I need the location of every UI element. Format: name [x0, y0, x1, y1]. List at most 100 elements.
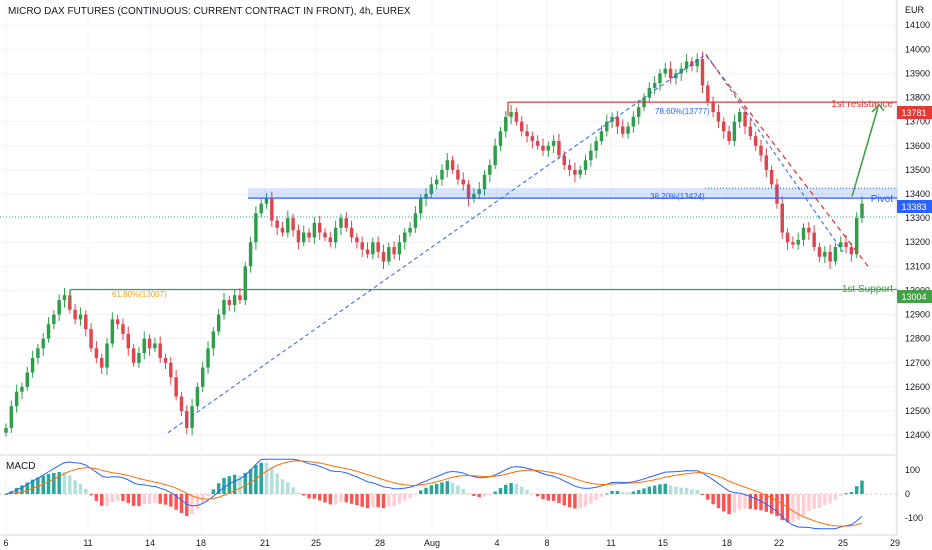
candle-body — [775, 184, 779, 204]
macd-histogram-bar — [392, 494, 396, 506]
candle-body — [748, 126, 753, 137]
price-axis[interactable]: 1240012500126001270012800129001300013100… — [905, 20, 930, 440]
candle-body — [551, 140, 556, 146]
candle-body — [833, 247, 838, 262]
macd-histogram-bar — [594, 494, 598, 501]
macd-histogram-bar — [828, 494, 832, 504]
macd-histogram-bar — [801, 494, 806, 516]
candle-body — [392, 247, 396, 255]
price-tick-label: 13200 — [905, 237, 930, 247]
candle-body — [99, 357, 104, 368]
macd-histogram-bar — [387, 494, 391, 507]
candle-body — [381, 251, 386, 262]
candle-body — [839, 242, 843, 248]
candle-body — [169, 362, 173, 378]
macd-histogram-bar — [174, 494, 178, 510]
fib-618-label: 61.80%(13007) — [112, 290, 167, 299]
candle-body — [163, 357, 168, 363]
candle-body — [62, 295, 67, 301]
candle-body — [647, 87, 652, 98]
candle-body — [248, 242, 253, 267]
macd-histogram-bar — [68, 475, 72, 494]
macd-histogram-bar — [57, 471, 61, 494]
price-tick-label: 14000 — [905, 44, 930, 54]
candle-body — [557, 140, 561, 156]
macd-histogram-bar — [557, 494, 561, 503]
macd-histogram-bar — [397, 494, 402, 504]
resistance-tag: 13781 — [901, 108, 926, 118]
signal-line — [5, 460, 863, 527]
macd-histogram-bar — [25, 482, 29, 494]
macd-histogram-bar — [41, 475, 45, 494]
candle-body — [615, 116, 620, 127]
macd-histogram-bar — [349, 494, 354, 504]
time-tick-label: 6 — [3, 538, 8, 548]
candle-body — [323, 232, 327, 238]
candle-body — [812, 232, 816, 248]
candle-body — [110, 319, 115, 344]
candle-body — [737, 112, 742, 122]
macd-label: MACD — [6, 461, 36, 472]
macd-histogram-bar — [418, 490, 423, 494]
macd-histogram-bar — [52, 473, 56, 494]
candle-body — [626, 126, 630, 134]
macd-histogram-bar — [248, 469, 253, 494]
candle-body — [57, 300, 61, 315]
macd-histogram-bar — [674, 486, 678, 494]
candle-body — [94, 348, 99, 358]
candle-body — [200, 367, 205, 387]
candle-body — [450, 160, 455, 170]
time-tick-label: 28 — [375, 538, 385, 548]
macd-histogram-bar — [365, 494, 370, 509]
macd-histogram-bar — [849, 492, 854, 494]
macd-histogram-bar — [78, 483, 83, 494]
candle-body — [605, 121, 609, 132]
macd-histogram-bar — [610, 490, 614, 494]
candle-body — [493, 145, 497, 166]
macd-histogram-bar — [450, 482, 455, 494]
candle-body — [418, 198, 423, 214]
candle-body — [668, 68, 673, 79]
macd-histogram-bar — [860, 480, 864, 494]
macd-histogram-bar — [759, 494, 763, 511]
price-tick-label: 13600 — [905, 141, 930, 151]
candle-body — [302, 232, 306, 243]
macd-histogram-bar — [147, 494, 152, 504]
candle-body — [4, 427, 8, 433]
macd-histogram-bar — [706, 494, 710, 500]
price-tick-label: 13500 — [905, 165, 930, 175]
macd-histogram-bar — [131, 494, 136, 506]
candle-body — [339, 218, 343, 228]
macd-histogram-bar — [302, 494, 306, 496]
candle-body — [743, 112, 747, 127]
candle-body — [498, 131, 503, 146]
macd-histogram-bar — [216, 483, 221, 494]
candle-body — [578, 169, 582, 175]
candle-body — [530, 136, 535, 141]
macd-histogram-bar — [482, 494, 487, 497]
macd-tick-label: 100 — [905, 465, 920, 475]
candle-body — [801, 227, 806, 240]
time-tick-label: 11 — [606, 538, 615, 548]
time-axis[interactable]: 6 11 14 18 21 25 28 Aug 4 8 11 15 18 22 25 29 — [3, 538, 900, 548]
candle-body — [328, 237, 333, 243]
macd-histogram-bar — [137, 494, 141, 507]
macd-histogram-bar — [73, 480, 77, 494]
candle-body — [36, 348, 40, 358]
candle-body — [535, 140, 540, 146]
candle-body — [41, 338, 45, 349]
macd-histogram-bar — [222, 478, 226, 494]
projection-arrow — [851, 106, 879, 197]
grid-lines — [0, 0, 898, 536]
macd-histogram-bar — [466, 493, 471, 495]
macd-histogram-bar — [20, 485, 24, 494]
macd-histogram-bar — [259, 462, 263, 494]
candle-body — [445, 160, 450, 170]
candle-body — [142, 338, 146, 354]
macd-histogram-bar — [573, 494, 577, 509]
macd-tick-label: 0 — [905, 489, 910, 499]
macd-histogram-bar — [621, 492, 625, 494]
price-tick-label: 12400 — [905, 430, 930, 440]
macd-histogram-bar — [525, 489, 529, 494]
